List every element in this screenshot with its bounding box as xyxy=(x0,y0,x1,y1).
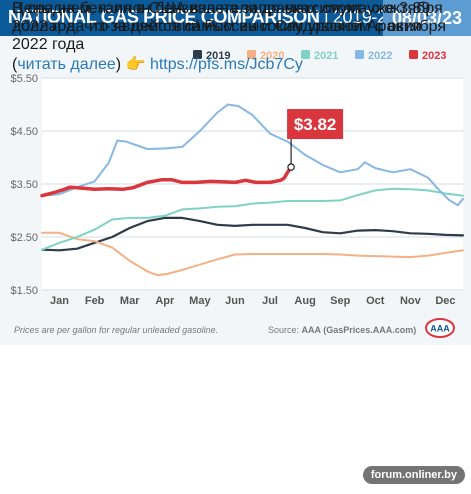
aaa-logo-icon xyxy=(425,318,455,338)
article-url-link[interactable]: https://pfs.ms/Jcb7Cy xyxy=(149,56,303,73)
legend-label-2019: 2019 xyxy=(206,50,230,62)
x-tick-label-jun: Jun xyxy=(225,295,245,307)
y-tick-label-0: $5.50 xyxy=(10,73,38,85)
y-tick-label-3: $2.50 xyxy=(10,232,38,244)
x-tick-label-aug: Aug xyxy=(294,295,315,307)
chart-header: NATIONAL GAS PRICE COMPARISON | 2019-202… xyxy=(0,0,471,36)
chart-card: NATIONAL GAS PRICE COMPARISON | 2019-202… xyxy=(0,0,471,345)
series-line-2020 xyxy=(41,231,464,277)
series-line-2019 xyxy=(40,216,465,252)
legend-swatch-2021 xyxy=(301,50,310,59)
x-tick-label-jan: Jan xyxy=(50,295,69,307)
read-more-link[interactable]: читать далее xyxy=(17,56,116,73)
annotation-point xyxy=(287,163,295,171)
x-tick-label-nov: Nov xyxy=(400,295,422,307)
x-tick-label-feb: Feb xyxy=(85,295,105,307)
x-tick-label-dec: Dec xyxy=(435,295,455,307)
x-tick-label-may: May xyxy=(189,295,211,307)
y-tick-label-2: $3.50 xyxy=(10,179,38,191)
x-tick-label-jul: Jul xyxy=(262,295,278,307)
x-tick-label-mar: Mar xyxy=(120,295,140,307)
x-tick-label-oct: Oct xyxy=(366,295,385,307)
legend-swatch-2020 xyxy=(247,50,256,59)
x-tick-label-apr: Apr xyxy=(155,295,175,307)
link-close-paren: ) xyxy=(115,56,122,73)
watermark: forum.onliner.by xyxy=(362,466,465,484)
post-body: В среднем, галлон бензина на заправках с… xyxy=(12,0,462,74)
gas-price-chart: $5.50 $4.50 $3.50 $2.50 $1.50 Jan Feb Mar Apr May… xyxy=(10,50,465,338)
y-tick-label-4: $1.50 xyxy=(10,285,38,297)
post-body-text: В среднем, галлон бензина на заправках с… xyxy=(12,0,447,53)
legend-label-2021: 2021 xyxy=(314,50,338,62)
legend-swatch-2022 xyxy=(355,50,364,59)
series-line-2022 xyxy=(41,103,464,207)
annotation-label: $3.82 xyxy=(294,115,337,134)
annotation-box xyxy=(287,109,344,140)
x-tick-label-sep: Sep xyxy=(330,295,350,307)
series-line-2021 xyxy=(41,187,464,251)
source-text: Source: AAA (GasPrices.AAA.com) xyxy=(268,325,416,335)
legend-swatch-2023 xyxy=(409,50,418,59)
post-headline: Цены на бензин в США взлетели до максиму… xyxy=(12,0,443,35)
chart-title-main: NATIONAL GAS PRICE COMPARISON xyxy=(8,7,320,27)
aaa-logo-text: AAA xyxy=(430,324,450,334)
footnote: Prices are per gallon for regular unlead… xyxy=(14,325,218,335)
legend-label-2020: 2020 xyxy=(260,50,284,62)
legend-swatch-2019 xyxy=(193,50,202,59)
series-line-2023 xyxy=(40,165,293,198)
legend-label-2022: 2022 xyxy=(368,50,392,62)
pointing-hand-icon: 👉 xyxy=(125,56,146,73)
link-open-paren: ( xyxy=(12,56,18,73)
chart-title-separator: | xyxy=(324,7,329,27)
legend-label-2023: 2023 xyxy=(422,50,446,62)
y-tick-label-1: $4.50 xyxy=(10,126,38,138)
chart-date: 08/03/23 xyxy=(383,0,471,36)
